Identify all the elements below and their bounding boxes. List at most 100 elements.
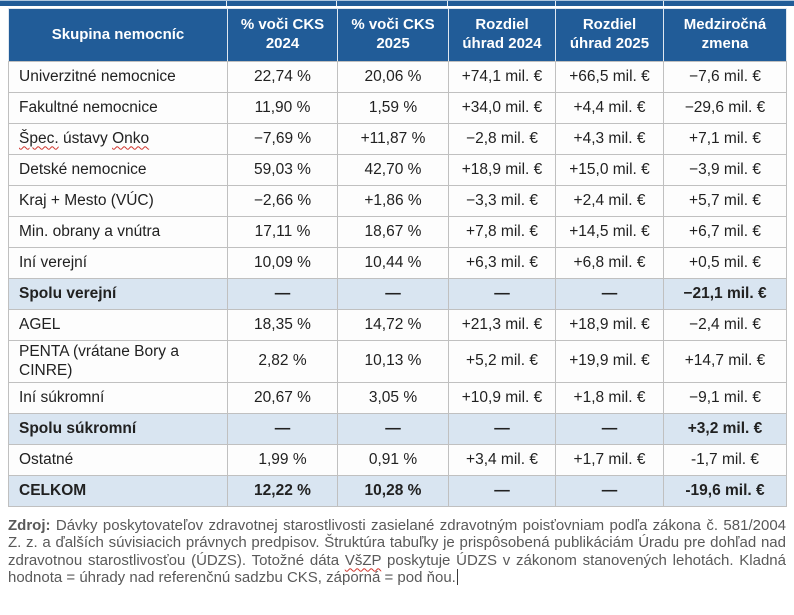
- value-cell[interactable]: +7,1 mil. €: [663, 123, 787, 155]
- value-cell[interactable]: +5,7 mil. €: [663, 185, 787, 217]
- value-cell[interactable]: 0,91 %: [337, 444, 449, 477]
- value-cell[interactable]: +21,3 mil. €: [448, 309, 556, 341]
- column-header[interactable]: Medziročná zmena: [663, 8, 787, 62]
- row-label-cell[interactable]: CELKOM: [8, 475, 228, 508]
- row-label-cell[interactable]: Iní verejní: [8, 247, 228, 279]
- row-label-cell[interactable]: Univerzitné nemocnice: [8, 61, 228, 93]
- value-cell[interactable]: +6,7 mil. €: [663, 216, 787, 248]
- row-label-cell[interactable]: PENTA (vrátane Bory a CINRE): [8, 339, 228, 384]
- row-label-cell[interactable]: Iní súkromní: [8, 382, 228, 415]
- value-cell[interactable]: —: [448, 278, 556, 310]
- value-cell[interactable]: —: [227, 413, 338, 446]
- value-cell[interactable]: +14,5 mil. €: [555, 216, 664, 248]
- value-cell[interactable]: −2,4 mil. €: [663, 309, 787, 341]
- source-text: Dávky poskytovateľov zdravotnej starostl…: [8, 517, 786, 569]
- value-cell[interactable]: —: [555, 413, 664, 446]
- value-cell[interactable]: +6,3 mil. €: [448, 247, 556, 279]
- value-cell[interactable]: 59,03 %: [227, 154, 338, 186]
- value-cell[interactable]: +18,9 mil. €: [555, 309, 664, 341]
- value-cell[interactable]: 1,59 %: [337, 92, 449, 124]
- value-cell[interactable]: −9,1 mil. €: [663, 382, 787, 415]
- value-cell[interactable]: +6,8 mil. €: [555, 247, 664, 279]
- value-cell[interactable]: 42,70 %: [337, 154, 449, 186]
- row-label-cell[interactable]: Fakultné nemocnice: [8, 92, 228, 124]
- value-cell[interactable]: 14,72 %: [337, 309, 449, 341]
- value-cell[interactable]: 1,99 %: [227, 444, 338, 477]
- value-cell[interactable]: +10,9 mil. €: [448, 382, 556, 415]
- column-header[interactable]: % voči CKS 2025: [337, 8, 449, 62]
- value-cell[interactable]: −21,1 mil. €: [663, 278, 787, 310]
- row-label-cell[interactable]: Spolu verejní: [8, 278, 228, 310]
- value-cell[interactable]: -19,6 mil. €: [663, 475, 787, 508]
- value-cell[interactable]: 18,67 %: [337, 216, 449, 248]
- value-cell[interactable]: −2,66 %: [227, 185, 338, 217]
- value-cell[interactable]: −7,69 %: [227, 123, 338, 155]
- cropped-cell: [0, 1, 226, 6]
- table-row: Iní verejní 10,09 % 10,44 % +6,3 mil. € +6,8…: [8, 247, 787, 279]
- value-cell[interactable]: +1,7 mil. €: [555, 444, 664, 477]
- value-cell[interactable]: 2,82 %: [227, 339, 338, 384]
- value-cell[interactable]: 18,35 %: [227, 309, 338, 341]
- value-cell[interactable]: +15,0 mil. €: [555, 154, 664, 186]
- value-cell[interactable]: +74,1 mil. €: [448, 61, 556, 93]
- value-cell[interactable]: 11,90 %: [227, 92, 338, 124]
- misspelled-word: Špec.: [19, 129, 59, 147]
- row-label-cell[interactable]: Špec. ústavy Onko: [8, 123, 228, 155]
- value-cell[interactable]: +2,4 mil. €: [555, 185, 664, 217]
- value-cell[interactable]: —: [448, 475, 556, 508]
- value-cell[interactable]: +5,2 mil. €: [448, 339, 556, 384]
- cropped-cell: [447, 1, 555, 6]
- row-label-cell[interactable]: Kraj + Mesto (VÚC): [8, 185, 228, 217]
- row-label-cell[interactable]: Spolu súkromní: [8, 413, 228, 446]
- value-cell[interactable]: +4,3 mil. €: [555, 123, 664, 155]
- value-cell[interactable]: +66,5 mil. €: [555, 61, 664, 93]
- row-label-cell[interactable]: Ostatné: [8, 444, 228, 477]
- value-cell[interactable]: —: [555, 475, 664, 508]
- value-cell[interactable]: +1,86 %: [337, 185, 449, 217]
- value-cell[interactable]: +1,8 mil. €: [555, 382, 664, 415]
- value-cell[interactable]: −29,6 mil. €: [663, 92, 787, 124]
- value-cell[interactable]: +3,2 mil. €: [663, 413, 787, 446]
- value-cell[interactable]: −3,9 mil. €: [663, 154, 787, 186]
- value-cell[interactable]: +18,9 mil. €: [448, 154, 556, 186]
- value-cell[interactable]: 3,05 %: [337, 382, 449, 415]
- value-cell[interactable]: +19,9 mil. €: [555, 339, 664, 384]
- value-cell[interactable]: 22,74 %: [227, 61, 338, 93]
- value-cell[interactable]: +11,87 %: [337, 123, 449, 155]
- row-label-cell[interactable]: Detské nemocnice: [8, 154, 228, 186]
- table-row: Fakultné nemocnice 11,90 % 1,59 % +34,0 mil…: [8, 92, 787, 124]
- row-label-cell[interactable]: AGEL: [8, 309, 228, 341]
- column-header[interactable]: Rozdiel úhrad 2024: [448, 8, 556, 62]
- value-cell[interactable]: 10,13 %: [337, 339, 449, 384]
- value-cell[interactable]: +4,4 mil. €: [555, 92, 664, 124]
- value-cell[interactable]: 10,44 %: [337, 247, 449, 279]
- value-cell[interactable]: 17,11 %: [227, 216, 338, 248]
- value-cell[interactable]: −7,6 mil. €: [663, 61, 787, 93]
- column-header[interactable]: Rozdiel úhrad 2025: [555, 8, 664, 62]
- value-cell[interactable]: −3,3 mil. €: [448, 185, 556, 217]
- value-cell[interactable]: 20,67 %: [227, 382, 338, 415]
- value-cell[interactable]: -1,7 mil. €: [663, 444, 787, 477]
- value-cell[interactable]: —: [555, 278, 664, 310]
- value-cell[interactable]: +0,5 mil. €: [663, 247, 787, 279]
- value-cell[interactable]: +3,4 mil. €: [448, 444, 556, 477]
- value-cell[interactable]: +34,0 mil. €: [448, 92, 556, 124]
- value-cell[interactable]: +7,8 mil. €: [448, 216, 556, 248]
- value-cell[interactable]: −2,8 mil. €: [448, 123, 556, 155]
- table-row: Min. obrany a vnútra 17,11 % 18,67 % +7,8 m…: [8, 216, 787, 248]
- value-cell[interactable]: 20,06 %: [337, 61, 449, 93]
- column-header[interactable]: % voči CKS 2024: [227, 8, 338, 62]
- value-cell[interactable]: 10,09 %: [227, 247, 338, 279]
- value-cell[interactable]: —: [448, 413, 556, 446]
- value-cell[interactable]: 12,22 %: [227, 475, 338, 508]
- column-header[interactable]: Skupina nemocníc: [8, 8, 228, 62]
- row-label-cell[interactable]: Min. obrany a vnútra: [8, 216, 228, 248]
- value-cell[interactable]: —: [337, 278, 449, 310]
- value-cell[interactable]: —: [227, 278, 338, 310]
- value-cell[interactable]: 10,28 %: [337, 475, 449, 508]
- value-cell[interactable]: +14,7 mil. €: [663, 339, 787, 384]
- cropped-table-edge: [0, 0, 794, 6]
- value-cell[interactable]: —: [337, 413, 449, 446]
- source-note[interactable]: Zdroj: Dávky poskytovateľov zdravotnej s…: [8, 517, 786, 586]
- table-row: AGEL 18,35 % 14,72 % +21,3 mil. € +18,9 mil.…: [8, 309, 787, 341]
